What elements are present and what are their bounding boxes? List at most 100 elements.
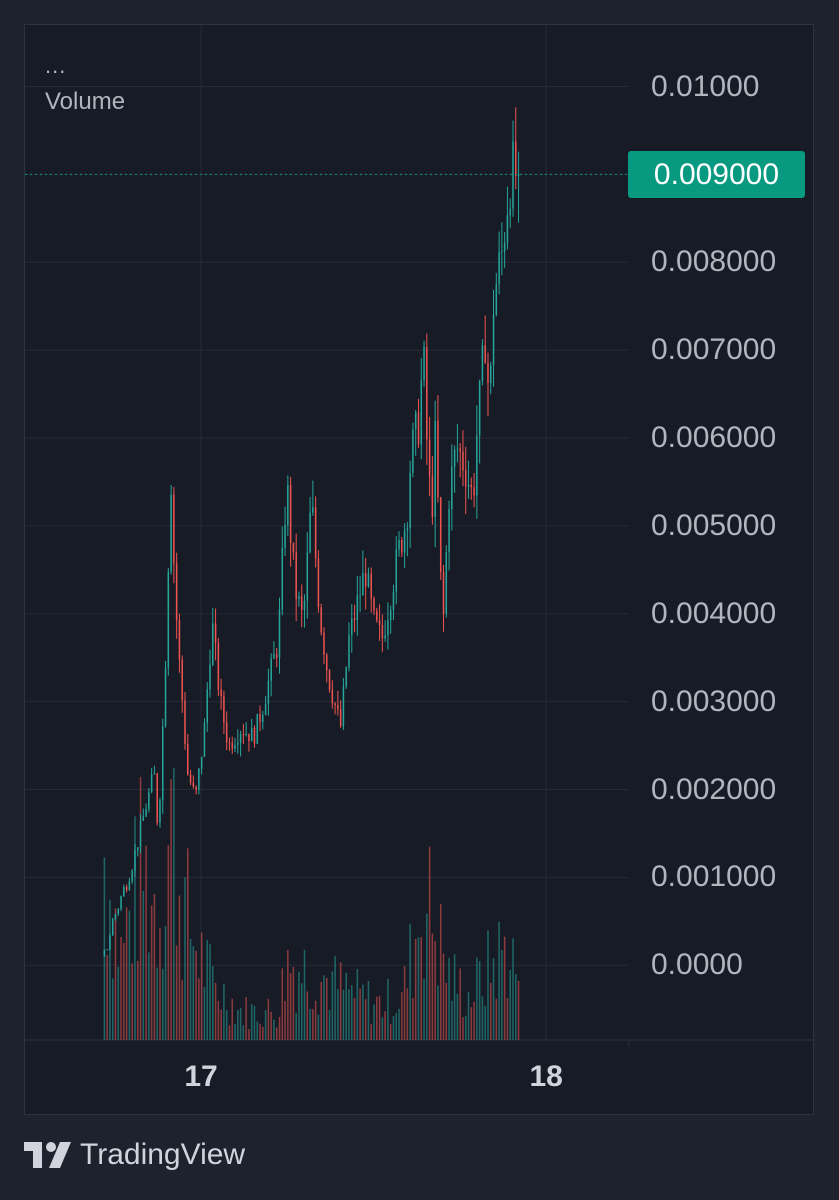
volume-bar — [298, 971, 300, 1040]
candle-body — [434, 420, 436, 517]
candle-body — [348, 635, 350, 668]
volume-bar — [156, 967, 158, 1040]
volume-bar — [401, 992, 403, 1040]
candle-body — [214, 623, 217, 644]
candle-body — [367, 573, 370, 587]
volume-bar — [442, 953, 445, 1040]
volume-bar — [478, 961, 481, 1040]
candle-body — [164, 667, 167, 727]
candle-body — [306, 552, 309, 601]
volume-bar — [264, 1010, 267, 1040]
volume-bar — [284, 1000, 286, 1040]
y-tick-label: 0.01000 — [651, 69, 760, 103]
candle-body — [262, 714, 264, 723]
volume-bar — [467, 992, 470, 1040]
candle-body — [414, 412, 417, 430]
volume-bar — [512, 938, 514, 1040]
candle-body — [331, 689, 334, 704]
volume-bar — [237, 1010, 239, 1040]
volume-bar — [484, 1005, 486, 1040]
candle-body — [517, 174, 520, 177]
volume-bar — [451, 1000, 453, 1040]
volume-bar — [273, 1019, 275, 1040]
candle-body — [245, 733, 247, 736]
candle-body — [353, 618, 356, 621]
x-tick-label: 18 — [529, 1060, 563, 1093]
volume-bar — [376, 996, 378, 1040]
volume-bar — [495, 998, 498, 1040]
candle-body — [136, 847, 139, 851]
candle-body — [234, 744, 236, 749]
volume-bar — [428, 846, 431, 1040]
candle-body — [370, 573, 372, 599]
candle-body — [487, 362, 489, 383]
volume-bar — [320, 981, 322, 1040]
volume-bar — [161, 968, 164, 1040]
volume-bar — [173, 768, 175, 1040]
candle-body — [103, 949, 106, 957]
candle-body — [300, 596, 303, 611]
volume-bar — [300, 983, 303, 1040]
y-tick-label: 0.007000 — [651, 333, 777, 367]
candle-body — [220, 689, 222, 697]
chart-frame[interactable]: ... Volume 0.01000 0.008000 0.007000 0.0060… — [24, 24, 814, 1115]
price-chart[interactable] — [25, 25, 814, 1115]
volume-bar — [142, 890, 145, 1040]
volume-bar — [362, 984, 364, 1040]
volume-bar — [111, 978, 114, 1040]
volume-bar — [345, 972, 347, 1040]
volume-bar — [395, 1013, 398, 1040]
volume-bar — [175, 945, 178, 1040]
candle-body — [339, 709, 342, 726]
volume-bar — [334, 956, 336, 1040]
candle-body — [473, 487, 475, 496]
volume-bar — [348, 989, 350, 1040]
volume-bar — [117, 966, 120, 1040]
volume-bar — [164, 925, 167, 1040]
candle-body — [303, 600, 306, 611]
candle-body — [239, 734, 242, 744]
candle-body — [389, 610, 392, 620]
candle-body — [314, 507, 317, 559]
candle-body — [134, 850, 136, 871]
volume-bar — [262, 1026, 264, 1040]
volume-bar — [259, 1023, 261, 1040]
candle-body — [498, 252, 500, 285]
candle-body — [248, 733, 250, 742]
candle-body — [123, 886, 125, 897]
volume-bar — [342, 989, 345, 1040]
volume-bar — [306, 991, 309, 1040]
volume-bar — [287, 949, 289, 1040]
candle-body — [381, 625, 384, 639]
volume-bar — [314, 1000, 317, 1040]
candle-body — [212, 623, 214, 665]
candle-body — [170, 494, 172, 572]
candle-body — [120, 896, 122, 909]
tradingview-brand[interactable]: TradingView — [24, 1138, 245, 1172]
candle-body — [378, 620, 381, 626]
candle-body — [431, 476, 434, 517]
candle-body — [492, 314, 495, 366]
candle-body — [481, 345, 484, 381]
volume-bar — [487, 930, 489, 1040]
candle-body — [337, 705, 339, 710]
volume-bar — [256, 1021, 259, 1040]
volume-bar — [434, 941, 436, 1040]
volume-bar — [312, 1008, 314, 1040]
candle-body — [392, 591, 395, 611]
volume-bar — [225, 1010, 228, 1040]
volume-bar — [328, 1010, 331, 1040]
candle-body — [106, 949, 108, 951]
volume-bar — [136, 960, 139, 1040]
volume-bar — [448, 958, 450, 1040]
volume-bar — [239, 1007, 242, 1040]
volume-bar — [184, 877, 186, 1040]
candle-body — [111, 919, 114, 936]
legend-volume-label[interactable]: Volume — [45, 88, 126, 115]
x-tick-label: 17 — [184, 1060, 218, 1093]
candle-body — [175, 563, 178, 621]
volume-bar — [214, 982, 217, 1040]
legend-menu-ellipsis[interactable]: ... — [45, 53, 67, 78]
volume-bar — [498, 921, 500, 1040]
volume-bar — [356, 968, 359, 1040]
